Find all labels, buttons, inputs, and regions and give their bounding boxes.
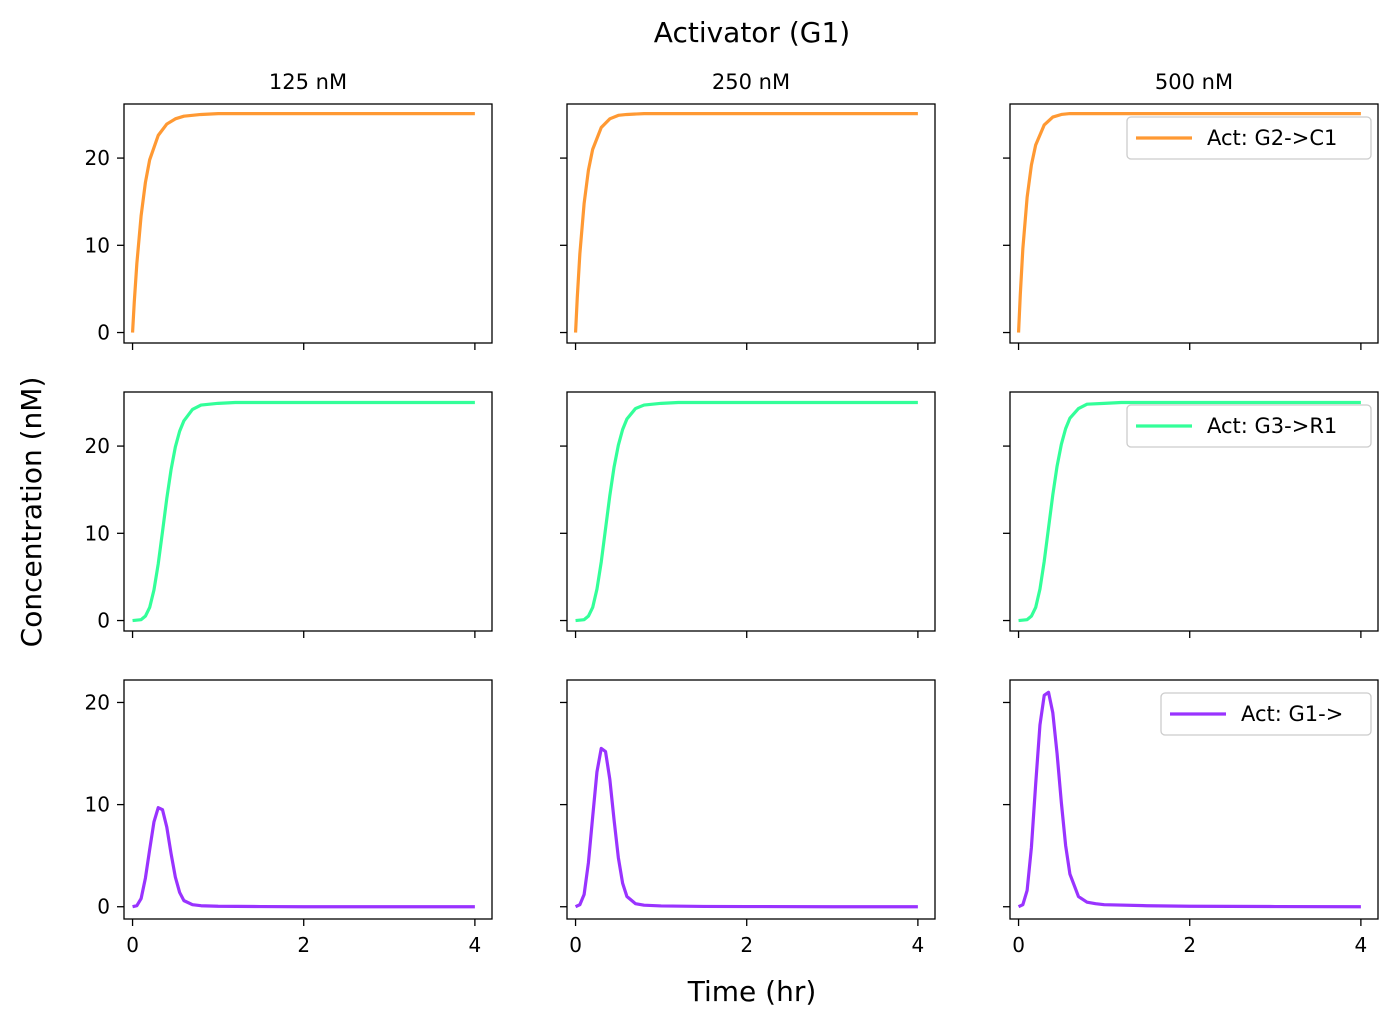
axes-frame	[123, 679, 493, 920]
x-tick-label: 0	[569, 933, 582, 957]
x-tick-label: 4	[912, 933, 925, 957]
subplot-r2-c0: 0 10 20 0 2 4	[85, 679, 493, 957]
column-title-0: 125 nM	[269, 70, 347, 94]
y-tick-label: 10	[85, 521, 110, 545]
x-tick-label: 2	[297, 933, 310, 957]
series-line-r0-c0	[130, 111, 475, 333]
figure-title: Activator (G1)	[654, 16, 850, 49]
y-tick-label: 10	[85, 233, 110, 257]
subplot-r1-c2: Act: G3->R1	[1003, 391, 1379, 638]
legend-r0: Act: G2->C1	[1126, 116, 1372, 160]
axes-frame	[566, 103, 936, 344]
axes-frame	[123, 103, 493, 344]
subplot-r2-c2: 0 2 4 Act: G1->	[1003, 679, 1379, 957]
legend-r2: Act: G1->	[1160, 692, 1372, 736]
series-line-r2-c0	[132, 806, 475, 909]
axes-frame	[123, 391, 493, 632]
x-tick-label: 2	[740, 933, 753, 957]
subplot-r1-c1	[560, 391, 936, 638]
x-tick-label: 4	[469, 933, 482, 957]
y-tick-label: 20	[85, 434, 110, 458]
legend-label: Act: G2->C1	[1207, 126, 1337, 150]
x-tick-label: 4	[1355, 933, 1368, 957]
subplot-r1-c0: 0 10 20	[85, 391, 493, 638]
series-line-r1-c0	[132, 400, 475, 623]
subplot-r0-c2: Act: G2->C1	[1003, 103, 1379, 350]
y-tick-label: 10	[85, 793, 110, 817]
series-line-r1-c2	[1018, 400, 1361, 623]
x-tick-label: 0	[1012, 933, 1025, 957]
column-title-1: 250 nM	[712, 70, 790, 94]
axes-frame	[566, 391, 936, 632]
legend-label: Act: G1->	[1241, 702, 1343, 726]
series-line-r2-c2	[1017, 690, 1361, 909]
axes-frame	[1009, 679, 1379, 920]
series-line-r2-c1	[574, 746, 918, 909]
subplot-r2-c1: 0 2 4	[560, 679, 936, 957]
legend-box	[1160, 692, 1372, 736]
legend-label: Act: G3->R1	[1207, 414, 1337, 438]
axes-frame	[1009, 103, 1379, 344]
column-title-2: 500 nM	[1155, 70, 1233, 94]
legend-box	[1126, 116, 1372, 160]
axes-frame	[566, 679, 936, 920]
y-tick-label: 0	[97, 609, 110, 633]
legend-r1: Act: G3->R1	[1126, 404, 1372, 448]
series-line-r0-c1	[573, 111, 918, 333]
y-axis-label: Concentration (nM)	[15, 377, 48, 648]
subplot-r0-c1	[560, 103, 936, 350]
y-tick-label: 20	[85, 690, 110, 714]
series-line-r0-c2	[1016, 111, 1361, 333]
subplot-r0-c0: 0 10 20	[85, 103, 493, 350]
x-tick-label: 2	[1183, 933, 1196, 957]
legend-box	[1126, 404, 1372, 448]
y-tick-label: 0	[97, 895, 110, 919]
x-axis-label: Time (hr)	[687, 975, 817, 1008]
series-line-r1-c1	[575, 400, 918, 623]
x-tick-label: 0	[126, 933, 139, 957]
y-tick-label: 0	[97, 321, 110, 345]
y-tick-label: 20	[85, 146, 110, 170]
axes-frame	[1009, 391, 1379, 632]
